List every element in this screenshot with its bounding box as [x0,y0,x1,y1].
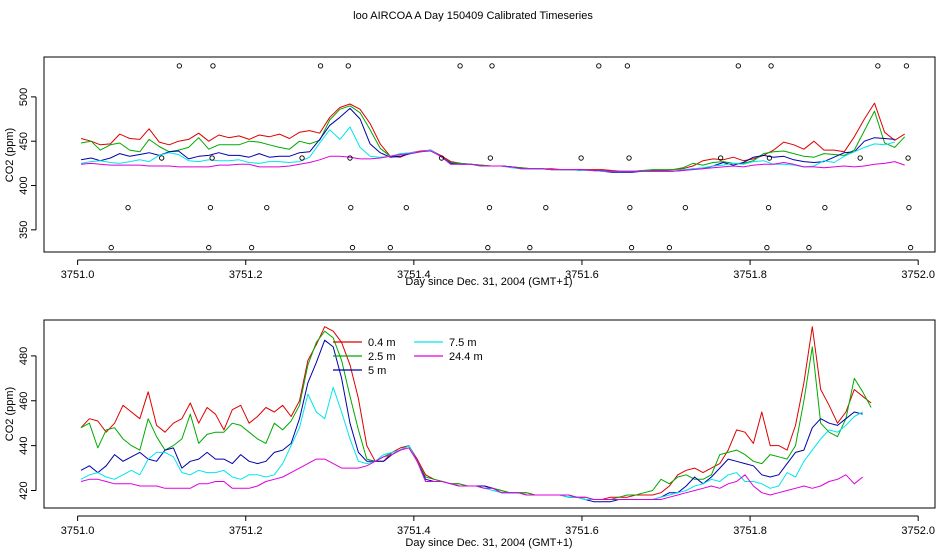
marker-point [345,63,351,69]
marker-point [682,205,689,211]
marker-point [527,244,533,251]
top-x-tick-label: 3752.0 [901,269,935,281]
marker-point [176,63,182,69]
marker-point [624,63,631,69]
bottom-x-tick-label: 3752.0 [901,525,935,537]
marker-point [347,155,353,161]
figure-title: loo AIRCOA A Day 150409 Calibrated Times… [353,10,593,22]
marker-point [108,244,114,251]
bottom-x-tick-label: 3751.8 [733,525,767,537]
marker-point [905,155,911,161]
marker-point [578,155,584,161]
marker-point [907,244,914,251]
top-plot-frame [43,56,936,253]
bottom-plot-frame [43,319,936,509]
top-series-lines [80,102,906,173]
marker-point [206,244,212,251]
marker-point [768,63,774,69]
marker-point [765,205,772,211]
marker-point [906,205,912,211]
top-series-s04 [80,102,905,172]
top-series-s25 [80,105,906,172]
top-x-tick-label: 3751.4 [397,269,431,281]
marker-point [666,244,673,251]
marker-point [627,205,633,211]
legend-label-3: 7.5 m [449,337,477,349]
bottom-x-tick-label: 3751.0 [61,525,95,537]
marker-point [487,155,493,161]
top-y-tick-label: 350 [18,221,30,239]
marker-point [486,205,493,211]
bottom-y-axis-label: CO2 (ppm) [4,387,16,441]
top-y-tick-label: 450 [18,132,30,150]
marker-point [348,205,354,211]
marker-point [626,155,632,161]
bottom-panel: 3751.0 3751.2 3751.4 3751.6 3751.8 3752.0 420… [4,319,936,549]
marker-point [403,205,409,211]
marker-point [543,205,549,211]
marker-point [438,155,445,161]
marker-point [485,244,491,251]
top-y-axis-label: CO2 (ppm) [4,128,16,182]
marker-point [159,155,165,161]
bottom-x-axis-label: Day since Dec. 31, 2004 (GMT+1) [405,537,572,549]
bottom-y-tick-label: 420 [18,481,30,499]
marker-point [764,244,770,251]
top-x-axis: 3751.0 3751.2 3751.4 3751.6 3751.8 3752.0 [61,259,935,281]
marker-point [822,205,828,211]
top-y-tick-label: 500 [18,88,30,106]
marker-point [349,244,356,251]
marker-point [903,63,910,69]
marker-point [299,155,305,161]
marker-point [248,244,255,251]
marker-point [387,244,393,251]
bottom-series-lines [80,326,872,503]
bottom-x-tick-label: 3751.2 [229,525,263,537]
top-series-s5 [80,107,895,173]
marker-point [628,244,635,251]
bottom-series-s244 [80,447,864,500]
top-x-tick-label: 3751.8 [733,269,767,281]
marker-point [875,63,881,69]
marker-point [766,155,773,161]
top-series-s244 [80,150,905,172]
marker-point [210,63,216,69]
bottom-y-tick-label: 480 [18,347,30,365]
bottom-x-axis: 3751.0 3751.2 3751.4 3751.6 3751.8 3752.0 [61,515,935,537]
top-x-tick-label: 3751.6 [565,269,599,281]
legend-label-2: 5 m [368,365,386,377]
top-x-axis-label: Day since Dec. 31, 2004 (GMT+1) [405,276,572,288]
marker-point [857,155,863,161]
legend-label-1: 2.5 m [368,351,396,363]
legend-label-4: 24.4 m [449,351,483,363]
legend: 0.4 m 2.5 m 5 m 7.5 m 24.4 m [333,337,483,377]
top-marker-points [108,63,914,251]
marker-point [806,244,812,251]
bottom-x-tick-label: 3751.6 [565,525,599,537]
marker-point [125,205,131,211]
marker-point [457,63,463,69]
bottom-x-tick-label: 3751.4 [397,525,431,537]
marker-point [735,63,741,69]
legend-label-0: 0.4 m [368,337,396,349]
marker-point [209,155,215,161]
marker-point [264,205,270,211]
marker-point [596,63,602,69]
marker-point [207,205,214,211]
marker-point [718,155,724,161]
marker-point [317,63,324,69]
top-y-tick-label: 400 [18,176,30,194]
marker-point [489,63,495,69]
bottom-y-tick-label: 460 [18,392,30,410]
top-x-tick-label: 3751.0 [61,269,95,281]
bottom-y-axis: 420 440 460 480 [18,347,37,500]
top-panel: 3751.0 3751.2 3751.4 3751.6 3751.8 3752.0 350… [4,56,936,288]
top-y-axis: 350 400 450 500 [18,88,37,239]
top-x-tick-label: 3751.2 [229,269,263,281]
bottom-y-tick-label: 440 [18,436,30,454]
